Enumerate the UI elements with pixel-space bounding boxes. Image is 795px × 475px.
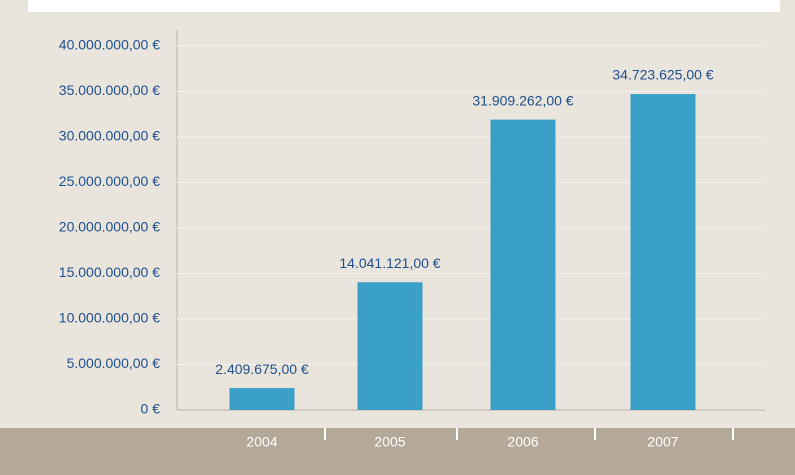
x-tick-label: 2007 xyxy=(647,434,678,450)
top-strip xyxy=(28,0,780,12)
category-band xyxy=(0,428,795,475)
value-label: 31.909.262,00 € xyxy=(472,92,573,108)
bar xyxy=(357,282,423,410)
x-tick-label: 2005 xyxy=(374,434,405,450)
y-tick-label: 5.000.000,00 € xyxy=(67,355,161,371)
y-tick-label: 20.000.000,00 € xyxy=(59,219,160,235)
x-tick-label: 2006 xyxy=(507,434,538,450)
bar xyxy=(490,119,556,410)
y-tick-label: 15.000.000,00 € xyxy=(59,264,160,280)
value-label: 2.409.675,00 € xyxy=(215,361,309,377)
y-tick-label: 40.000.000,00 € xyxy=(59,37,160,53)
x-tick-label: 2004 xyxy=(246,434,277,450)
y-tick-label: 25.000.000,00 € xyxy=(59,173,160,189)
value-label: 14.041.121,00 € xyxy=(339,255,440,271)
y-tick-label: 10.000.000,00 € xyxy=(59,310,160,326)
y-tick-label: 0 € xyxy=(141,401,161,417)
y-tick-label: 30.000.000,00 € xyxy=(59,128,160,144)
bar xyxy=(229,388,295,410)
y-tick-label: 35.000.000,00 € xyxy=(59,82,160,98)
value-label: 34.723.625,00 € xyxy=(612,67,713,83)
bar xyxy=(630,94,696,410)
